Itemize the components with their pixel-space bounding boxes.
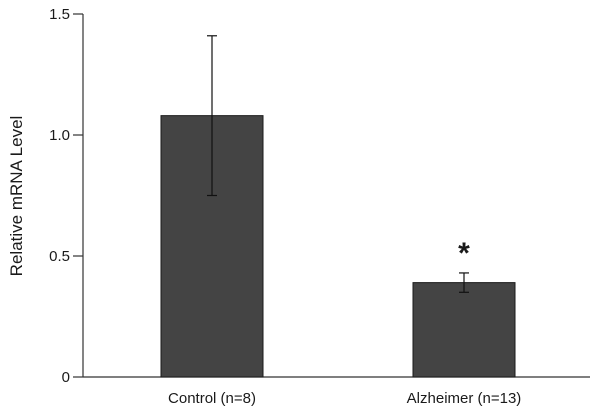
- bar: [412, 282, 516, 378]
- y-tick-label: 0.5: [49, 248, 70, 265]
- x-tick-label: Control (n=8): [168, 390, 256, 407]
- bars: [160, 115, 516, 378]
- significance-asterisk: *: [458, 237, 470, 270]
- y-tick-label: 1.5: [49, 6, 70, 23]
- annotations: *: [458, 237, 470, 270]
- y-tick-label: 1.0: [49, 127, 70, 144]
- y-ticks: 0 0.5 1.0 1.5: [49, 6, 83, 386]
- error-bars: [207, 35, 469, 293]
- y-tick-label: 0: [62, 369, 70, 386]
- x-tick-label: Alzheimer (n=13): [407, 390, 522, 407]
- y-axis-title: Relative mRNA Level: [7, 116, 26, 277]
- x-tick-labels: Control (n=8) Alzheimer (n=13): [168, 390, 521, 407]
